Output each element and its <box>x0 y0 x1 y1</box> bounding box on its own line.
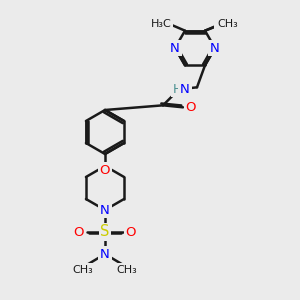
Text: N: N <box>210 41 220 55</box>
Text: H: H <box>172 83 182 96</box>
Text: S: S <box>100 224 110 239</box>
Text: O: O <box>186 101 196 114</box>
Text: H₃C: H₃C <box>151 19 171 29</box>
Text: O: O <box>100 164 110 176</box>
Text: N: N <box>100 248 110 260</box>
Text: CH₃: CH₃ <box>218 19 239 29</box>
Text: O: O <box>126 226 136 238</box>
Text: CH₃: CH₃ <box>73 265 93 275</box>
Text: CH₃: CH₃ <box>216 19 236 29</box>
Text: CH₃: CH₃ <box>117 265 137 275</box>
Text: N: N <box>170 41 180 55</box>
Text: N: N <box>100 203 110 217</box>
Text: O: O <box>74 226 84 238</box>
Text: N: N <box>180 83 190 96</box>
